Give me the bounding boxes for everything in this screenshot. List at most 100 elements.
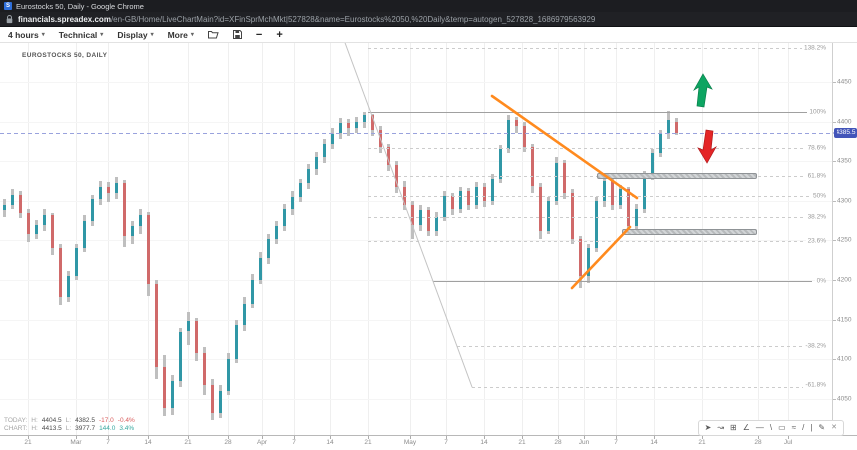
chart-toolbar: 4 hours ▾ Technical ▾ Display ▾ More ▾ −… bbox=[0, 27, 857, 43]
stats-change: 144.0 bbox=[99, 425, 116, 432]
current-price-badge: 4385.5 bbox=[833, 128, 857, 138]
time-axis-tick bbox=[330, 436, 331, 439]
time-axis-label: 21 bbox=[698, 439, 706, 446]
candle bbox=[171, 381, 174, 409]
technical-menu[interactable]: Technical ▾ bbox=[59, 30, 104, 40]
time-axis[interactable]: 21 Mar 7 14 21 28 Apr 7 14 21 May 7 14 21 28 Jun 7 14 21 28… bbox=[0, 435, 857, 450]
fib-level-line bbox=[368, 48, 812, 49]
candle bbox=[675, 121, 678, 134]
wave-tool-icon[interactable]: ≈ bbox=[791, 423, 797, 432]
red-down-arrow bbox=[697, 129, 717, 164]
stats-text: L: bbox=[65, 417, 72, 424]
resistance-band bbox=[597, 173, 757, 179]
vertical-gridline bbox=[188, 43, 189, 435]
time-axis-tick bbox=[188, 436, 189, 439]
candle bbox=[11, 194, 14, 205]
time-axis-tick bbox=[654, 436, 655, 439]
time-axis-label: Apr bbox=[256, 439, 268, 446]
separator-icon: | bbox=[810, 423, 813, 432]
vertical-gridline bbox=[788, 43, 789, 435]
time-axis-label: 28 bbox=[554, 439, 562, 446]
candle bbox=[627, 188, 630, 227]
time-axis-label: Mar bbox=[70, 439, 82, 446]
candle bbox=[163, 367, 166, 409]
fib-percent-label: 61.8% bbox=[805, 172, 826, 180]
candle bbox=[539, 186, 542, 231]
chevron-down-icon: ▾ bbox=[190, 32, 194, 38]
more-menu[interactable]: More ▾ bbox=[168, 30, 194, 40]
fib-percent-label: -61.8% bbox=[803, 381, 826, 389]
ray-tool-icon[interactable]: / bbox=[802, 423, 805, 432]
url-text[interactable]: financials.spreadex.com/en-GB/Home/LiveC… bbox=[18, 15, 595, 24]
candle bbox=[131, 226, 134, 237]
vertical-gridline bbox=[368, 43, 369, 435]
polyline-tool-icon[interactable]: ↝ bbox=[717, 423, 725, 432]
timeframe-label: 4 hours bbox=[8, 29, 39, 40]
zoom-in-button[interactable]: + bbox=[276, 28, 283, 41]
candle bbox=[515, 120, 518, 126]
timeframe-menu[interactable]: 4 hours ▾ bbox=[8, 30, 45, 40]
candle bbox=[355, 121, 358, 128]
chart-canvas[interactable]: EUROSTOCKS 50, DAILY 138.2% 100% 78.6% 61.8… bbox=[0, 43, 832, 435]
vertical-gridline bbox=[330, 43, 331, 435]
trendline-tool-icon[interactable]: \ bbox=[769, 423, 773, 432]
fib-level-line bbox=[368, 148, 812, 149]
time-axis-label: 14 bbox=[144, 439, 152, 446]
stats-change: -0.4% bbox=[117, 417, 135, 424]
stats-text: 3977.7 bbox=[75, 425, 96, 432]
candle bbox=[531, 146, 534, 187]
price-axis-tick bbox=[833, 280, 836, 281]
horizontal-gridline bbox=[0, 122, 832, 123]
fib-level-line bbox=[472, 387, 812, 388]
save-icon[interactable] bbox=[232, 30, 242, 39]
brush-tool-icon[interactable]: ✎ bbox=[818, 423, 826, 432]
close-toolbar-icon[interactable]: ✕ bbox=[831, 424, 837, 431]
candle bbox=[59, 248, 62, 298]
chart-stats: TODAY: H: 4404.5 L: 4382.5 -17.0 -0.4% CHART: H:… bbox=[4, 417, 139, 433]
chevron-down-icon: ▾ bbox=[150, 32, 154, 38]
url-bar[interactable]: financials.spreadex.com/en-GB/Home/LiveC… bbox=[0, 12, 857, 27]
time-axis-tick bbox=[262, 436, 263, 439]
time-axis-label: 7 bbox=[444, 439, 448, 446]
candle bbox=[523, 125, 526, 147]
current-price-line bbox=[0, 133, 832, 134]
candle bbox=[315, 157, 318, 170]
candle bbox=[363, 115, 366, 122]
candle bbox=[211, 384, 214, 413]
stats-text: H: bbox=[31, 417, 38, 424]
stats-text: TODAY: bbox=[4, 417, 28, 424]
vertical-gridline bbox=[584, 43, 585, 435]
horizontal-gridline bbox=[0, 161, 832, 162]
candle bbox=[83, 220, 86, 249]
rectangle-tool-icon[interactable]: ▭ bbox=[778, 423, 786, 432]
candle bbox=[579, 238, 582, 276]
fib-percent-label: 78.6% bbox=[805, 144, 826, 152]
price-axis[interactable]: 4385.5 4450 4400 4350 4300 4250 4200 4150 4100 4… bbox=[832, 43, 857, 435]
candle bbox=[259, 257, 262, 280]
time-axis-label: 14 bbox=[326, 439, 334, 446]
vertical-gridline bbox=[654, 43, 655, 435]
time-axis-label: 21 bbox=[364, 439, 372, 446]
open-folder-icon[interactable] bbox=[207, 30, 219, 39]
price-axis-label: 4200 bbox=[837, 276, 852, 284]
zoom-out-button[interactable]: − bbox=[255, 28, 263, 41]
time-axis-tick bbox=[410, 436, 411, 439]
stats-text: 4382.5 bbox=[75, 417, 95, 424]
candle bbox=[371, 115, 374, 130]
candle bbox=[3, 204, 6, 211]
fib-level-line bbox=[457, 346, 812, 347]
horizontal-line-tool-icon[interactable]: — bbox=[755, 423, 764, 432]
fib-grid-tool-icon[interactable]: ⊞ bbox=[730, 423, 737, 432]
fib-percent-label: -38.2% bbox=[803, 342, 826, 350]
fib-percent-label: 23.6% bbox=[805, 237, 826, 245]
candle bbox=[307, 169, 310, 184]
display-menu[interactable]: Display ▾ bbox=[117, 30, 153, 40]
candle bbox=[107, 186, 110, 193]
vertical-gridline bbox=[484, 43, 485, 435]
cursor-tool-icon[interactable]: ➤ bbox=[704, 423, 712, 432]
time-axis-label: 7 bbox=[292, 439, 296, 446]
price-axis-label: 4300 bbox=[837, 197, 852, 205]
angle-tool-icon[interactable]: ∠ bbox=[742, 423, 750, 432]
candle bbox=[99, 186, 102, 200]
